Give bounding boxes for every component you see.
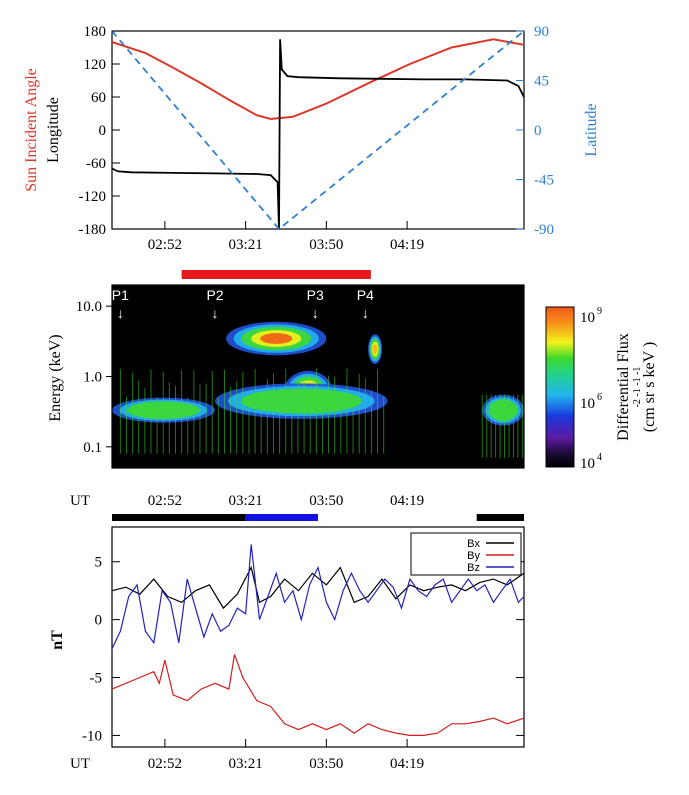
marker-arrow-icon: ↓ xyxy=(312,305,319,321)
flux-blob xyxy=(240,388,362,414)
legend-label: Bx xyxy=(467,538,480,550)
xtick-label: 02:52 xyxy=(148,756,182,772)
flux-blob xyxy=(372,344,378,354)
ylabel-nT: nT xyxy=(49,630,66,650)
interval-blue xyxy=(245,514,318,521)
marker-arrow-icon: ↓ xyxy=(212,305,219,321)
ut-label-mid: UT xyxy=(70,493,90,509)
xtick-label: 04:19 xyxy=(390,237,424,253)
panel1-ticks: 180 120 60 0 -60 -120 -180 90 45 0 -45 -90 02:52 03:2… xyxy=(79,24,555,253)
ytick-left-label: 60 xyxy=(91,90,106,106)
xtick-label: 03:21 xyxy=(229,756,263,772)
ylabel-sun-angle: Sun Incident Angle xyxy=(23,68,40,192)
series-latitude xyxy=(111,30,525,231)
panel-angles: 180 120 60 0 -60 -120 -180 90 45 0 -45 -90 02:52 03:2… xyxy=(23,24,600,253)
legend-box xyxy=(410,532,522,576)
ytick-right-label: 90 xyxy=(534,24,549,40)
colorbar-label-2: (cm sr s keV ) xyxy=(641,342,658,432)
colorbar-label-exponents: -2 -1 -1 -1 xyxy=(632,367,643,408)
ut-label-bottom: UT xyxy=(70,756,90,772)
ytick-right-label: 45 xyxy=(534,74,549,90)
panel3-series xyxy=(111,544,525,737)
xtick-label: 03:21 xyxy=(229,237,263,253)
marker-label: P2 xyxy=(206,287,223,303)
ytick-label: 10.0 xyxy=(76,299,102,315)
marker-arrow-icon: ↓ xyxy=(117,305,124,321)
series-sun-angle xyxy=(111,38,525,121)
interval-black xyxy=(476,514,524,521)
ytick-left-label: 120 xyxy=(84,57,107,73)
panel1-frame xyxy=(111,30,525,230)
ytick-label: -10 xyxy=(82,728,102,744)
xtick-label: 03:50 xyxy=(309,756,343,772)
colorbar-tick-label: 10 xyxy=(580,456,595,472)
xtick-label: 04:19 xyxy=(390,756,424,772)
energy-markers: P1 ↓ P2 ↓ P3 ↓ P4 ↓ xyxy=(112,287,374,321)
marker-arrow-icon: ↓ xyxy=(362,305,369,321)
marker-label: P3 xyxy=(307,287,324,303)
ylabel-energy: Energy (keV) xyxy=(47,334,64,421)
ytick-left-label: -120 xyxy=(79,189,107,205)
ytick-left-label: -60 xyxy=(86,156,106,172)
marker-label: P1 xyxy=(112,287,129,303)
xtick-label: 02:52 xyxy=(148,493,182,509)
legend-label: By xyxy=(467,550,480,562)
marker-label: P4 xyxy=(357,287,374,303)
colorbar-tick-exp: 9 xyxy=(597,306,602,317)
series-longitude xyxy=(111,39,525,230)
ytick-label: 1.0 xyxy=(83,370,102,386)
ytick-label: 0.1 xyxy=(83,440,102,456)
ytick-right-label: -90 xyxy=(534,222,554,238)
series-bz xyxy=(111,544,525,649)
ytick-label: -5 xyxy=(90,671,103,687)
ylabel-longitude: Longitude xyxy=(45,97,62,163)
ytick-label: 5 xyxy=(95,555,103,571)
ytick-left-label: -180 xyxy=(79,222,107,238)
panel-spectrogram: 10.0 1.0 0.1 P1 ↓ P2 ↓ P3 ↓ P4 ↓ Energy (keV) 02:… xyxy=(47,284,525,509)
xtick-label: 03:50 xyxy=(309,493,343,509)
colorbar-label-1: Differential Flux xyxy=(615,333,632,441)
legend-label: Bz xyxy=(467,562,480,574)
interval-black-blue-bars xyxy=(112,514,524,521)
ytick-label: 0 xyxy=(95,613,103,629)
colorbar-tick-exp: 4 xyxy=(597,452,602,463)
ytick-left-label: 0 xyxy=(99,123,107,139)
colorbar-tick-exp: 6 xyxy=(597,392,602,403)
interval-red xyxy=(181,270,371,279)
panel3-ticks: 5 0 -5 -10 02:52 03:21 03:50 04:19 xyxy=(82,555,524,772)
ytick-left-label: 180 xyxy=(84,24,107,40)
series-bx xyxy=(111,565,525,610)
panel2-xticks: 02:52 03:21 03:50 04:19 xyxy=(148,493,424,509)
panel2-ticks: 10.0 1.0 0.1 xyxy=(76,299,112,456)
flux-blob xyxy=(260,333,293,344)
colorbar-tick-label: 10 xyxy=(580,396,595,412)
ylabel-latitude: Latitude xyxy=(583,103,600,156)
ytick-right-label: 0 xyxy=(534,123,542,139)
interval-black xyxy=(112,514,246,521)
colorbar-tick-label: 10 xyxy=(580,310,595,326)
colorbar-ticks: 10 910 610 4 xyxy=(580,306,602,472)
ytick-right-label: -45 xyxy=(534,173,554,189)
xtick-label: 03:21 xyxy=(229,493,263,509)
colorbar: 10 910 610 4 Differential Flux (cm sr s keV… xyxy=(545,306,658,472)
xtick-label: 02:52 xyxy=(148,237,182,253)
xtick-label: 04:19 xyxy=(390,493,424,509)
spectrogram-blobs xyxy=(112,321,524,458)
panel1-series xyxy=(111,30,525,231)
xtick-label: 03:50 xyxy=(309,237,343,253)
interval-red-bars xyxy=(181,270,371,279)
series-by xyxy=(111,654,525,737)
colorbar-gradient xyxy=(545,306,575,468)
